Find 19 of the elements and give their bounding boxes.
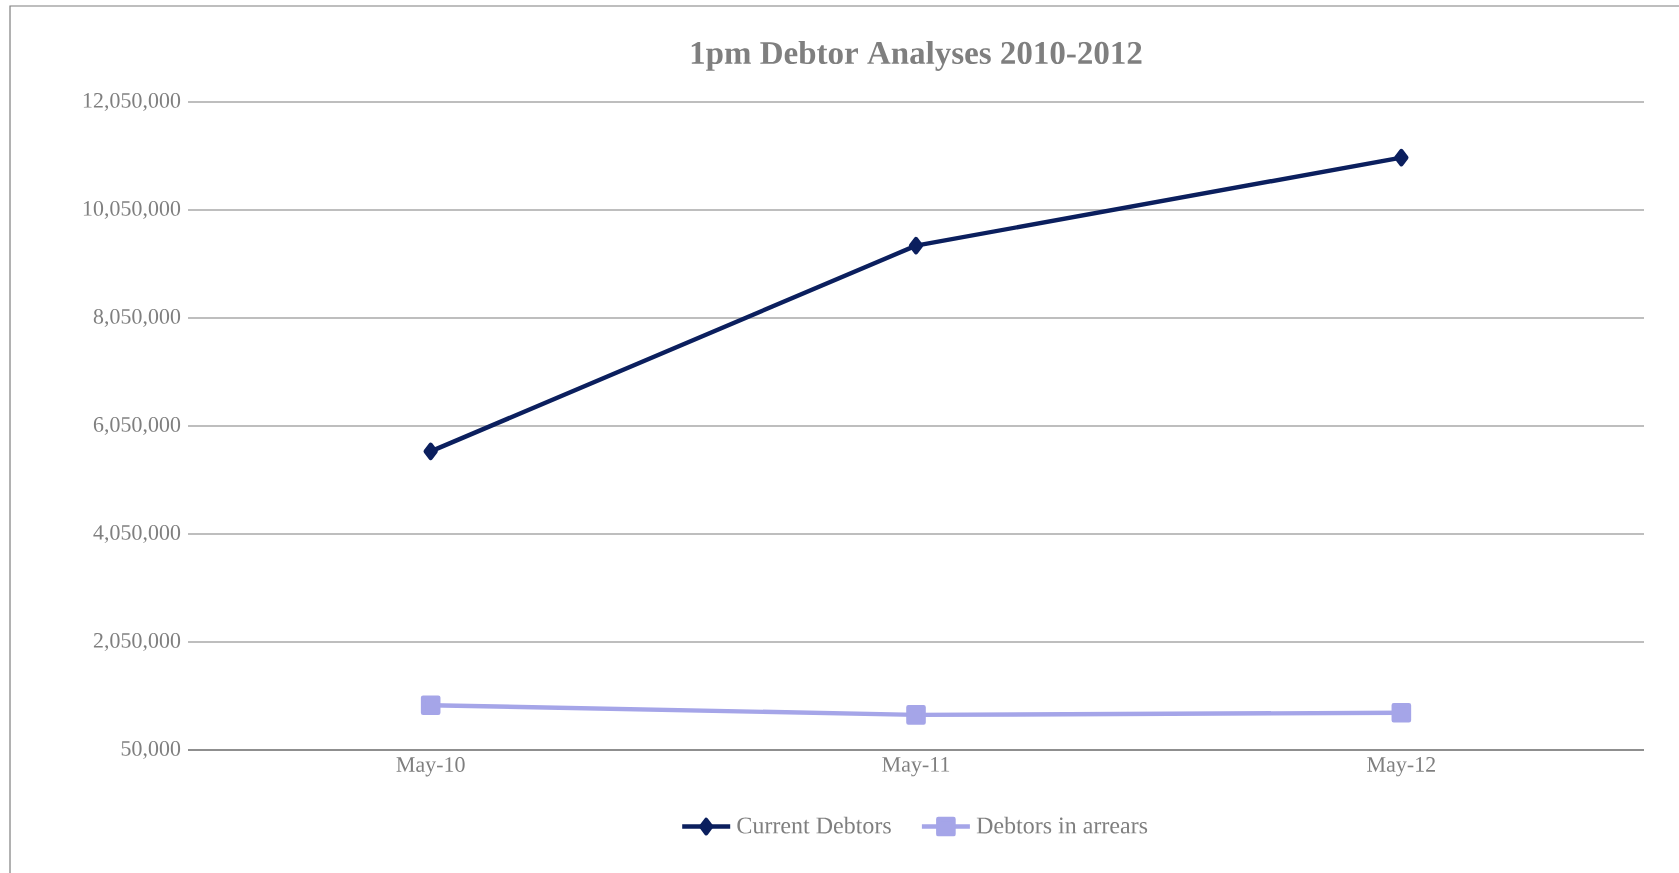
y-tick-label: 8,050,000 <box>93 309 181 328</box>
x-tick-label: May-11 <box>882 757 950 777</box>
y-tick-label: 4,050,000 <box>93 525 181 544</box>
x-tick-label: May-10 <box>396 757 465 777</box>
point <box>1394 148 1409 167</box>
point <box>906 705 926 725</box>
point <box>420 695 441 715</box>
x-tick-label: May-12 <box>1367 757 1435 777</box>
y-tick-label: 12,050,000 <box>83 93 181 112</box>
legend-label: Debtors in arrears <box>976 816 1148 834</box>
point <box>423 442 438 461</box>
chart-title: 1pm Debtor Analyses 2010-2012 <box>691 40 1142 71</box>
legend-label: Current Debtors <box>737 816 891 834</box>
y-tick-label: 50,000 <box>121 741 181 760</box>
y-tick-label: 6,050,000 <box>93 417 181 436</box>
y-tick-label: 10,050,000 <box>83 201 181 220</box>
point <box>908 236 924 255</box>
point <box>1391 702 1412 723</box>
y-tick-label: 2,050,000 <box>93 633 181 652</box>
